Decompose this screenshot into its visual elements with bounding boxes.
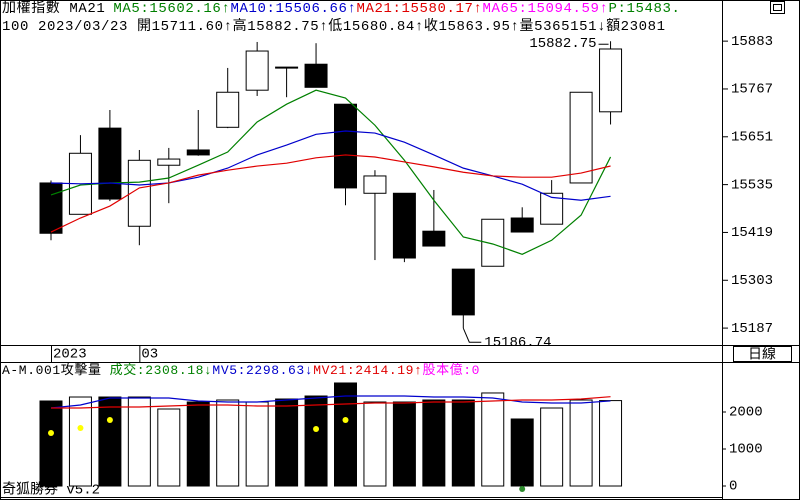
y-tick-label: 1000 xyxy=(729,442,763,458)
bar xyxy=(245,401,269,487)
y-tick-label: 15883 xyxy=(731,34,773,50)
bar xyxy=(304,395,328,487)
bar xyxy=(569,399,593,487)
bar xyxy=(451,399,475,487)
legend-entry: 成交:2308.18↓ xyxy=(109,363,213,378)
candle-body xyxy=(216,91,240,128)
bar xyxy=(39,400,63,487)
x-tick-label: 2023 xyxy=(53,347,87,363)
annotation-label: 15882.75 xyxy=(529,36,596,52)
line-series xyxy=(50,395,611,409)
candle-body xyxy=(245,50,269,91)
candle-body xyxy=(304,63,328,88)
candle-body xyxy=(481,218,505,267)
candle-body xyxy=(334,103,357,189)
signal-dot xyxy=(48,430,54,437)
candle-body xyxy=(275,66,299,69)
bar xyxy=(481,392,505,487)
info-line: 100 2023/03/23 開15711.60↑高15882.75↑低1568… xyxy=(2,18,722,36)
legend-entry: MA5:15602.16↑ xyxy=(113,1,231,17)
bar xyxy=(216,399,240,487)
annotation-label: 15186.74 xyxy=(484,335,551,351)
candle-body xyxy=(98,127,122,200)
candle-body xyxy=(127,159,151,227)
y-tick-label: 2000 xyxy=(729,405,763,421)
period-button-label[interactable]: 日線 xyxy=(748,347,776,364)
y-tick-label: 15187 xyxy=(731,321,773,337)
bar xyxy=(275,398,299,487)
legend-entry: MV5:2298.63↓ xyxy=(212,363,314,378)
bar xyxy=(510,418,534,487)
legend-entry: MA65:15094.59↑ xyxy=(482,1,609,17)
bar xyxy=(334,382,357,487)
x-tick-label: 03 xyxy=(141,347,158,363)
bar xyxy=(68,396,92,487)
bar xyxy=(422,399,446,487)
period-button[interactable] xyxy=(733,346,792,362)
chart-title: 加權指數 MA21 xyxy=(2,1,106,17)
bar xyxy=(186,401,210,487)
candle-body xyxy=(569,91,593,184)
candle-body xyxy=(510,217,534,233)
y-tick-label: 15419 xyxy=(731,225,773,241)
candle-body xyxy=(599,48,623,113)
signal-dot xyxy=(313,425,320,432)
annotation-line xyxy=(462,328,482,343)
legend-entry: 股本億:0 xyxy=(422,363,481,378)
signal-dot xyxy=(106,416,113,423)
y-tick-label: 15651 xyxy=(731,129,773,145)
bar xyxy=(392,401,416,487)
y-tick-label: 15535 xyxy=(731,177,773,193)
line-series xyxy=(50,130,611,201)
signal-dot xyxy=(519,486,526,493)
candle-body xyxy=(157,158,181,166)
line-series xyxy=(50,154,611,233)
bar xyxy=(157,408,181,487)
window-button-icon xyxy=(773,4,782,11)
bar xyxy=(363,401,387,487)
y-tick-label: 15303 xyxy=(731,273,773,289)
upper-legend: 加權指數 MA21 MA5:15602.16↑MA10:15506.66↑MA21… xyxy=(2,0,757,18)
line-series xyxy=(50,89,612,255)
legend-entry: MA10:15506.66↑ xyxy=(230,1,357,17)
candle-body xyxy=(186,149,210,156)
candle-body xyxy=(540,192,564,225)
y-tick-label: 15767 xyxy=(731,82,773,98)
lower-legend: A-M.001攻擊量 成交:2308.18↓MV5:2298.63↓MV21:24… xyxy=(2,362,722,380)
candle-body xyxy=(451,268,475,316)
candle-body xyxy=(363,175,387,194)
bar xyxy=(98,396,122,487)
signal-dot xyxy=(342,416,349,423)
candle-body xyxy=(422,230,446,247)
bar xyxy=(127,396,151,487)
bar xyxy=(540,407,564,487)
signal-dot xyxy=(77,424,84,431)
y-tick-label: 0 xyxy=(729,479,737,495)
legend-entry: P:15483. xyxy=(608,1,681,17)
line-series xyxy=(51,396,611,409)
candle-body xyxy=(392,192,416,259)
candle-body xyxy=(39,182,63,234)
chart-title: A-M.001攻擊量 xyxy=(2,363,102,378)
legend-entry: MA21:15580.17↑ xyxy=(356,1,483,17)
info-text: 100 2023/03/23 開15711.60↑高15882.75↑低1568… xyxy=(2,19,666,35)
bar xyxy=(599,400,623,487)
legend-entry: MV21:2414.19↑ xyxy=(313,363,423,378)
